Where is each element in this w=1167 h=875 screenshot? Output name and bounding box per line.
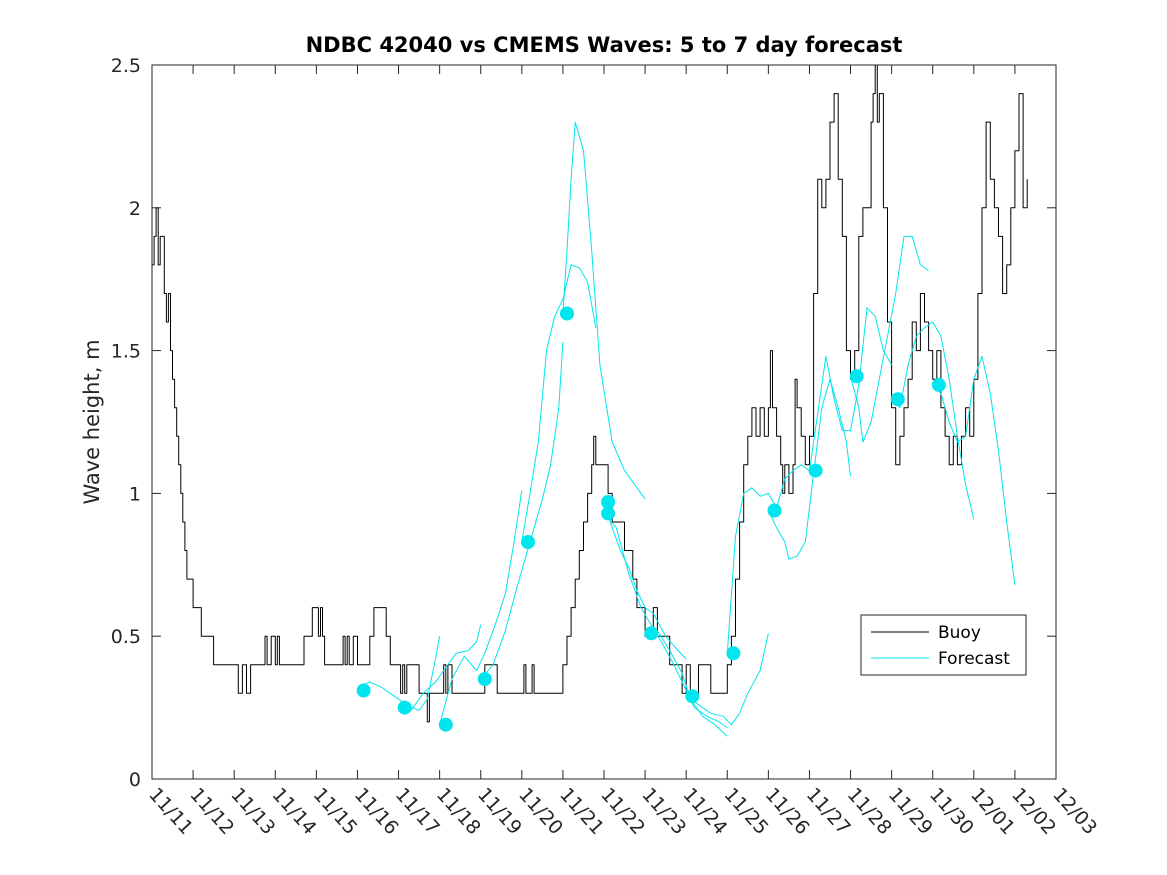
series-line-forecast-11 [726,464,810,654]
legend-box [860,614,1027,676]
series-line-forecast-15 [891,321,975,520]
forecast-marker-4 [521,535,535,549]
forecast-marker-9 [685,689,700,704]
y-tick-label: 0 [129,769,141,791]
series-line-forecast-16 [932,355,1016,585]
forecast-marker-0 [356,683,371,698]
forecast-marker-3 [477,672,492,686]
y-tick-label: 1.5 [111,341,141,363]
forecast-marker-11 [767,503,782,518]
series-line-forecast-14 [850,235,929,443]
series-line-forecast-13 [809,307,893,471]
y-tick-label: 0.5 [111,626,141,648]
y-tick-label: 1 [129,483,141,505]
y-tick-label: 2 [129,198,141,220]
series-layer [152,64,1028,737]
forecast-marker-8 [644,626,659,641]
legend-label-buoy: Buoy [938,623,981,643]
forecast-marker-7 [601,506,616,521]
series-line-forecast-12 [767,378,851,560]
forecast-marker-2 [438,717,453,732]
y-axis-label: Wave height, m [80,339,104,504]
forecast-marker-1 [397,700,412,715]
series-line-forecast-5 [521,264,597,543]
series-line-forecast-8 [603,513,728,729]
forecast-marker-6 [601,495,616,509]
chart-title: NDBC 42040 vs CMEMS Waves: 5 to 7 day fo… [306,33,903,57]
y-tick-label: 2.5 [111,55,141,77]
series-line-forecast-7 [603,501,687,660]
legend: Buoy Forecast [860,614,1027,676]
forecast-marker-10 [726,646,741,661]
series-line-forecast-3 [439,490,523,725]
forecast-marker-12 [808,463,823,478]
marker-layer [356,306,946,732]
forecast-marker-5 [560,306,574,321]
forecast-marker-14 [890,392,905,407]
series-line-forecast-2 [398,624,482,711]
series-line-forecast-6 [562,121,646,500]
series-line-forecast-9 [644,630,728,737]
forecast-marker-13 [849,369,864,384]
forecast-marker-15 [931,377,946,392]
series-line-forecast-10 [685,633,769,726]
legend-label-forecast: Forecast [938,649,1010,669]
